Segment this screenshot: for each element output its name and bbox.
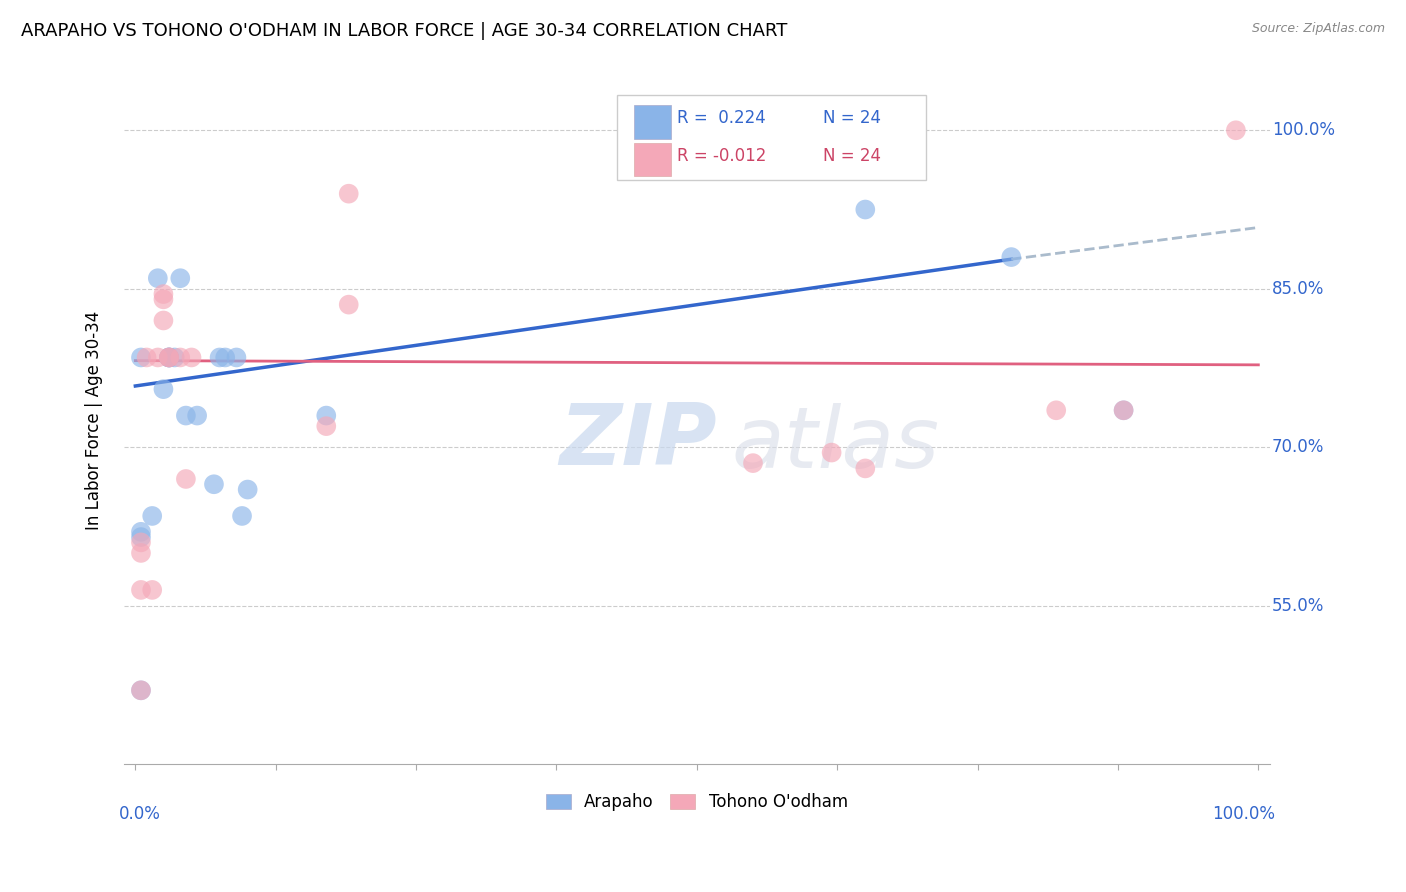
Tohono O'odham: [1112, 403, 1135, 417]
Arapaho: [163, 351, 186, 365]
Tohono O'odham: [135, 351, 157, 365]
Arapaho: [236, 483, 259, 497]
Arapaho: [157, 351, 180, 365]
Arapaho: [214, 351, 236, 365]
Arapaho: [315, 409, 337, 423]
Y-axis label: In Labor Force | Age 30-34: In Labor Force | Age 30-34: [86, 311, 103, 531]
Text: R =  0.224: R = 0.224: [678, 110, 766, 128]
Arapaho: [208, 351, 231, 365]
Arapaho: [202, 477, 225, 491]
Text: 85.0%: 85.0%: [1272, 280, 1324, 298]
Arapaho: [157, 351, 180, 365]
Text: R = -0.012: R = -0.012: [678, 147, 766, 165]
Tohono O'odham: [129, 546, 152, 560]
Arapaho: [853, 202, 876, 217]
Tohono O'odham: [820, 445, 842, 459]
Legend: Arapaho, Tohono O'odham: Arapaho, Tohono O'odham: [538, 787, 855, 818]
Arapaho: [1000, 250, 1022, 264]
Arapaho: [1112, 403, 1135, 417]
Text: 70.0%: 70.0%: [1272, 438, 1324, 457]
Arapaho: [129, 683, 152, 698]
Tohono O'odham: [129, 683, 152, 698]
Arapaho: [157, 351, 180, 365]
FancyBboxPatch shape: [634, 143, 671, 177]
Tohono O'odham: [315, 419, 337, 434]
Tohono O'odham: [129, 535, 152, 549]
Tohono O'odham: [157, 351, 180, 365]
Tohono O'odham: [174, 472, 197, 486]
Tohono O'odham: [853, 461, 876, 475]
Arapaho: [174, 409, 197, 423]
Arapaho: [146, 271, 169, 285]
Arapaho: [129, 351, 152, 365]
FancyBboxPatch shape: [617, 95, 927, 180]
Text: 55.0%: 55.0%: [1272, 597, 1324, 615]
Tohono O'odham: [152, 313, 174, 327]
Tohono O'odham: [141, 582, 163, 597]
Text: 0.0%: 0.0%: [118, 805, 160, 823]
FancyBboxPatch shape: [634, 105, 671, 138]
Tohono O'odham: [152, 287, 174, 301]
Arapaho: [152, 382, 174, 396]
Text: 100.0%: 100.0%: [1212, 805, 1275, 823]
Arapaho: [129, 530, 152, 544]
Tohono O'odham: [146, 351, 169, 365]
Tohono O'odham: [1045, 403, 1067, 417]
Text: atlas: atlas: [731, 403, 939, 486]
Tohono O'odham: [152, 293, 174, 307]
Tohono O'odham: [129, 582, 152, 597]
Text: ARAPAHO VS TOHONO O'ODHAM IN LABOR FORCE | AGE 30-34 CORRELATION CHART: ARAPAHO VS TOHONO O'ODHAM IN LABOR FORCE…: [21, 22, 787, 40]
Tohono O'odham: [337, 298, 360, 312]
Text: Source: ZipAtlas.com: Source: ZipAtlas.com: [1251, 22, 1385, 36]
Text: 100.0%: 100.0%: [1272, 121, 1334, 139]
Text: ZIP: ZIP: [560, 400, 717, 483]
Tohono O'odham: [337, 186, 360, 201]
Arapaho: [186, 409, 208, 423]
Arapaho: [169, 271, 191, 285]
Arapaho: [141, 508, 163, 523]
Tohono O'odham: [180, 351, 202, 365]
Arapaho: [129, 524, 152, 539]
Text: N = 24: N = 24: [823, 147, 880, 165]
Text: N = 24: N = 24: [823, 110, 880, 128]
Tohono O'odham: [1225, 123, 1247, 137]
Arapaho: [231, 508, 253, 523]
Tohono O'odham: [157, 351, 180, 365]
Tohono O'odham: [742, 456, 765, 470]
Tohono O'odham: [169, 351, 191, 365]
Arapaho: [225, 351, 247, 365]
